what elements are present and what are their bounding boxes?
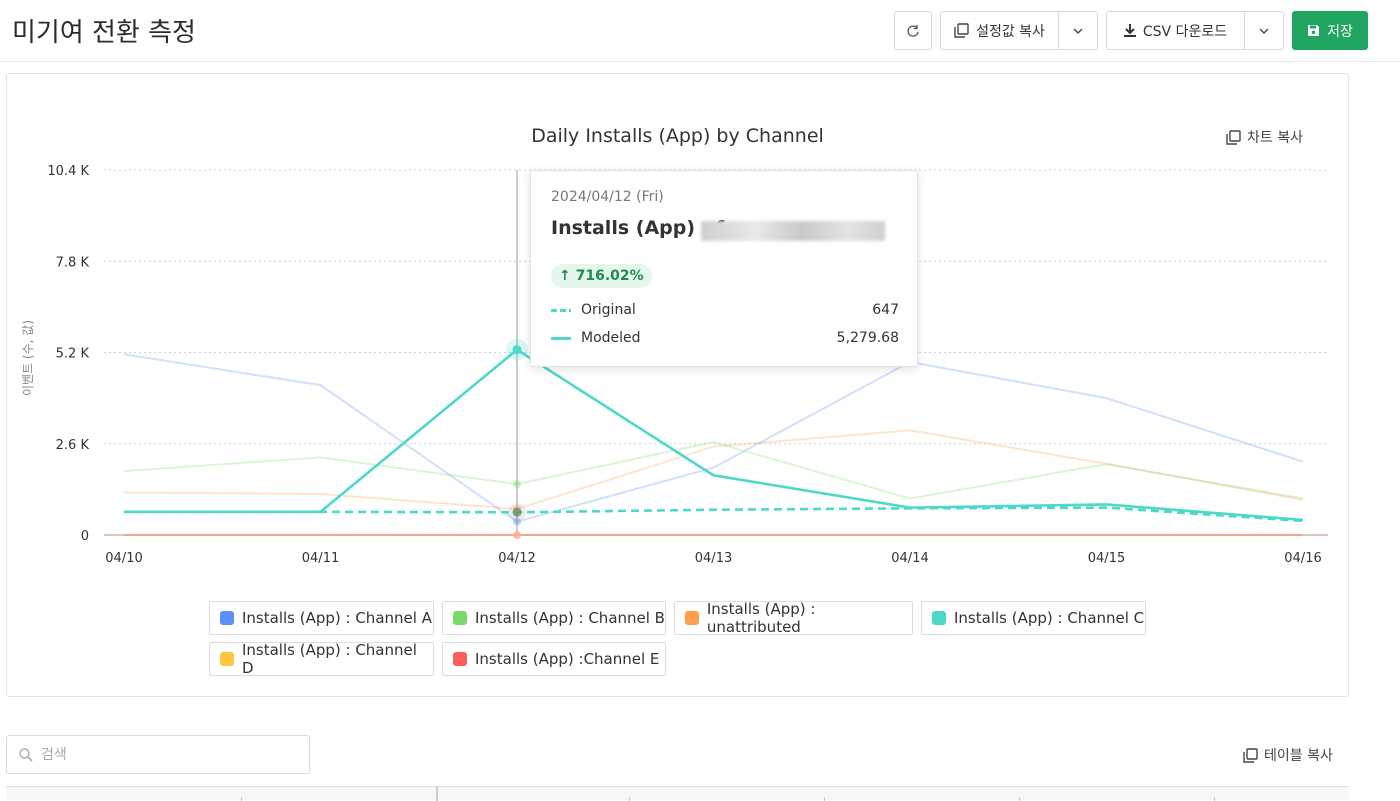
download-icon: [1123, 24, 1136, 37]
x-tick-label: 04/10: [105, 551, 142, 566]
column-divider: [629, 797, 630, 801]
x-tick-label: 04/15: [1088, 551, 1125, 566]
x-tick-label: 04/12: [498, 551, 535, 566]
chevron-down-icon: [1073, 28, 1083, 34]
tooltip-row-modeled: Modeled 5,279.68: [551, 330, 899, 346]
refresh-icon: [907, 24, 919, 37]
legend-swatch: [453, 652, 467, 666]
column-divider: [436, 787, 438, 801]
hover-point: [513, 517, 521, 526]
dashed-line-swatch: [551, 308, 571, 312]
legend-swatch: [220, 652, 234, 666]
y-tick-label: 5.2 K: [56, 347, 90, 362]
column-divider: [1214, 797, 1215, 801]
copy-settings-dropdown[interactable]: [1058, 11, 1098, 50]
y-axis-label: 이벤트 (수, 값): [21, 320, 35, 396]
legend-swatch: [932, 611, 946, 625]
legend-item-channel-b[interactable]: Installs (App) : Channel B: [442, 601, 666, 635]
save-label: 저장: [1327, 23, 1353, 40]
hover-point: [512, 345, 522, 355]
table-header: [6, 786, 1349, 801]
x-tick-label: 04/14: [891, 551, 928, 566]
refresh-button[interactable]: [894, 11, 932, 50]
legend-item-unattributed[interactable]: Installs (App) : unattributed: [674, 600, 913, 636]
csv-download-button[interactable]: CSV 다운로드: [1106, 11, 1245, 50]
x-tick-label: 04/11: [302, 551, 339, 566]
tooltip-title: Installs (App) : f: [551, 217, 725, 239]
copy-table-label: 테이블 복사: [1264, 748, 1333, 764]
csv-download-label: CSV 다운로드: [1142, 23, 1228, 40]
legend-item-channel-c[interactable]: Installs (App) : Channel C: [921, 601, 1146, 635]
legend-label: Installs (App) : Channel B: [475, 609, 665, 627]
legend-label: Installs (App) : Channel C: [954, 609, 1145, 627]
column-divider: [824, 797, 825, 801]
legend-label: Installs (App) :Channel E: [475, 650, 660, 668]
hover-point: [512, 507, 522, 517]
copy-icon: [954, 23, 969, 38]
legend-item-channel-a[interactable]: Installs (App) : Channel A: [209, 601, 434, 635]
legend-swatch: [453, 611, 467, 625]
copy-table-button[interactable]: 테이블 복사: [1243, 745, 1333, 765]
tooltip-row-value: 647: [872, 302, 899, 318]
solid-line-swatch: [551, 336, 571, 340]
column-divider: [1019, 797, 1020, 801]
legend-item-channel-d[interactable]: Installs (App) : Channel D: [209, 641, 434, 677]
column-divider: [241, 797, 242, 801]
hover-point: [513, 531, 521, 539]
legend-label: Installs (App) : Channel A: [242, 609, 432, 627]
x-tick-label: 04/16: [1284, 551, 1321, 566]
copy-icon: [1243, 747, 1258, 763]
series-line-0: [123, 353, 1304, 523]
tooltip-row-label: Modeled: [581, 330, 641, 346]
copy-icon: [1226, 129, 1241, 145]
legend-label: Installs (App) : unattributed: [706, 600, 816, 636]
redacted-channel-name: [701, 221, 885, 241]
tooltip-row-value: 5,279.68: [836, 330, 899, 346]
x-tick-label: 04/13: [695, 551, 732, 566]
search-box[interactable]: [6, 735, 310, 774]
change-badge: ↑ 716.02%: [551, 264, 652, 288]
y-tick-label: 2.6 K: [56, 438, 90, 453]
copy-chart-button[interactable]: 차트 복사: [1226, 127, 1303, 147]
legend-item-channel-e[interactable]: Installs (App) :Channel E: [442, 642, 666, 676]
legend-swatch: [220, 611, 234, 625]
y-tick-label: 7.8 K: [56, 255, 90, 270]
hover-point: [513, 480, 521, 489]
chart-tooltip: 2024/04/12 (Fri) Installs (App) : f ↑ 71…: [530, 170, 918, 367]
search-input[interactable]: [41, 746, 281, 763]
series-line-1: [123, 440, 1304, 500]
legend-label: Installs (App) : Channel D: [241, 641, 417, 677]
page-title: 미기여 전환 측정: [12, 18, 196, 48]
search-icon: [19, 747, 33, 762]
y-tick-label: 0: [81, 529, 89, 544]
y-tick-label: 10.4 K: [47, 164, 89, 179]
csv-download-dropdown[interactable]: [1244, 11, 1284, 50]
save-button[interactable]: 저장: [1292, 11, 1368, 50]
page-header: 미기여 전환 측정 설정값 복사 CSV 다운로드 저장: [0, 0, 1400, 62]
tooltip-date: 2024/04/12 (Fri): [551, 189, 664, 205]
tooltip-row-original: Original 647: [551, 302, 899, 318]
copy-settings-label: 설정값 복사: [976, 23, 1045, 40]
copy-chart-label: 차트 복사: [1247, 130, 1303, 146]
legend-swatch: [685, 611, 699, 625]
chart-title: Daily Installs (App) by Channel: [531, 125, 824, 147]
tooltip-row-label: Original: [581, 302, 636, 318]
series-line-2: [123, 429, 1304, 511]
copy-settings-button[interactable]: 설정값 복사: [940, 11, 1059, 50]
chevron-down-icon: [1259, 28, 1269, 34]
save-icon: [1307, 24, 1320, 37]
series-line-4: [124, 506, 1304, 523]
